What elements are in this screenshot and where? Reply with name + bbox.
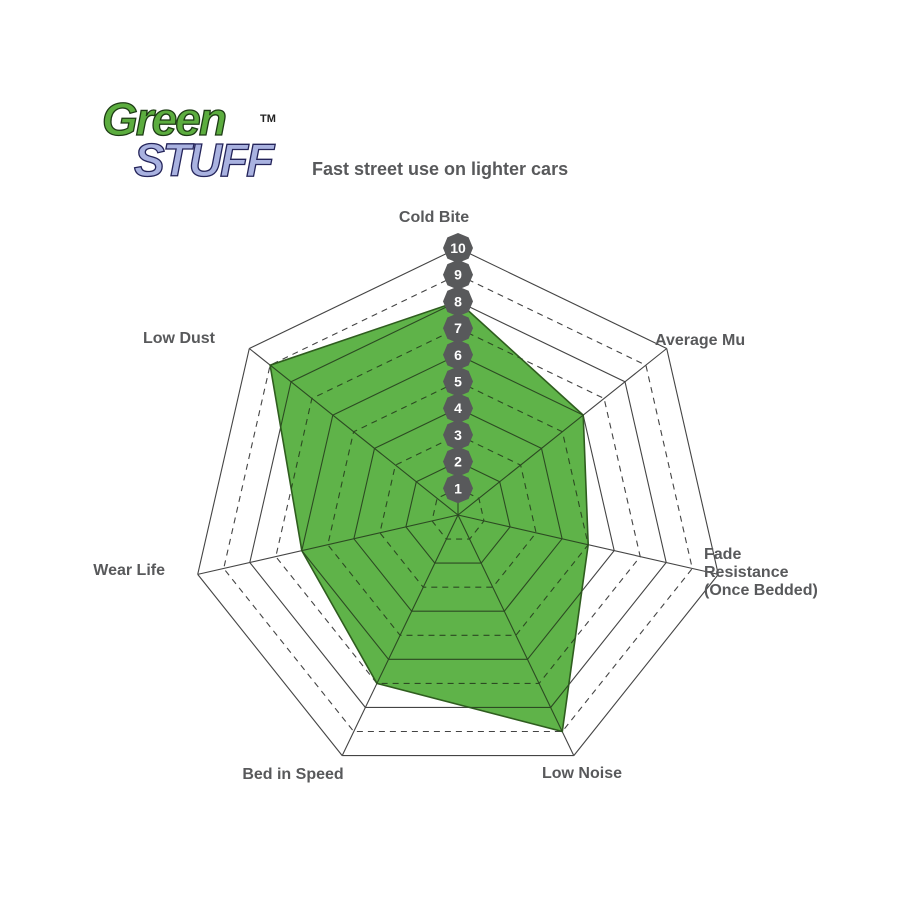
svg-text:Bed in Speed: Bed in Speed <box>242 766 343 783</box>
svg-text:9: 9 <box>454 267 462 283</box>
svg-text:3: 3 <box>454 427 462 443</box>
svg-text:Fast street use on lighter car: Fast street use on lighter cars <box>312 159 568 179</box>
svg-text:7: 7 <box>454 320 462 336</box>
svg-text:Wear Life: Wear Life <box>93 562 165 579</box>
svg-text:6: 6 <box>454 347 462 363</box>
svg-text:Resistance: Resistance <box>704 564 789 581</box>
svg-text:Low Dust: Low Dust <box>143 330 216 347</box>
svg-text:8: 8 <box>454 293 462 309</box>
svg-text:1: 1 <box>454 480 462 496</box>
svg-text:2: 2 <box>454 454 462 470</box>
svg-text:5: 5 <box>454 374 462 390</box>
svg-text:Average Mu: Average Mu <box>655 332 745 349</box>
svg-text:Cold Bite: Cold Bite <box>399 209 469 226</box>
svg-text:4: 4 <box>454 400 462 416</box>
svg-text:(Once Bedded): (Once Bedded) <box>704 582 818 599</box>
svg-text:Low Noise: Low Noise <box>542 765 622 782</box>
svg-text:Fade: Fade <box>704 546 741 563</box>
svg-text:10: 10 <box>450 240 466 256</box>
